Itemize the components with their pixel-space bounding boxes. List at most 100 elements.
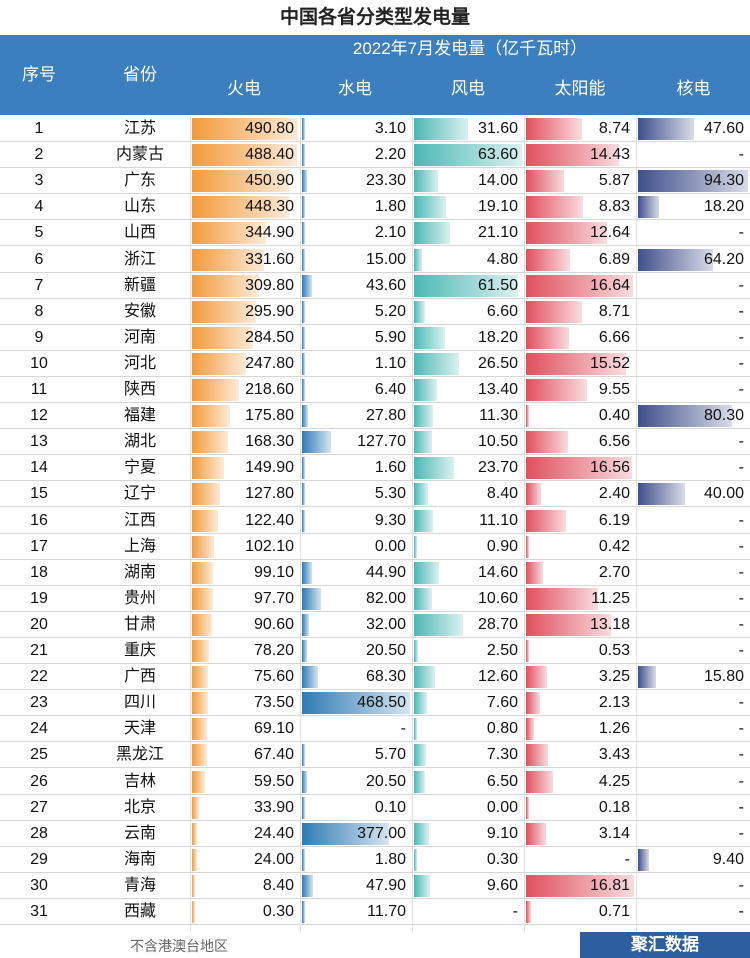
solar-bar	[526, 535, 529, 558]
nuclear-value: -	[738, 798, 744, 816]
hydro-bar	[302, 405, 309, 428]
nuclear-value: 15.80	[703, 668, 744, 686]
solar-bar	[526, 248, 571, 271]
hydro-bar	[302, 326, 305, 349]
thermal-bar	[192, 483, 220, 506]
hydro-value: 44.90	[365, 563, 406, 581]
nuclear-value: -	[738, 224, 744, 242]
thermal-bar	[192, 379, 240, 401]
row-index: 16	[30, 511, 48, 529]
row-index: 9	[34, 328, 44, 346]
nuclear-bar	[638, 666, 657, 689]
column-divider	[412, 116, 413, 931]
wind-value: 14.60	[477, 563, 518, 581]
province-name: 陕西	[123, 381, 156, 398]
wind-value: 61.50	[477, 276, 518, 294]
hydro-bar	[302, 822, 389, 845]
wind-bar	[414, 822, 430, 845]
solar-value: 0.53	[598, 642, 630, 659]
hydro-value: 27.80	[365, 407, 406, 425]
wind-value: 19.10	[477, 198, 518, 216]
thermal-bar	[192, 796, 200, 819]
hydro-value: 0.10	[374, 798, 406, 816]
thermal-bar	[192, 326, 254, 349]
solar-value: 8.74	[598, 120, 630, 137]
solar-bar	[526, 692, 540, 715]
wind-value: 4.80	[486, 250, 518, 268]
solar-value: 0.71	[598, 903, 630, 920]
header-province: 省份	[123, 65, 157, 84]
province-name: 青海	[123, 876, 156, 894]
province-name: 湖南	[123, 563, 156, 581]
nuclear-value: -	[738, 642, 744, 659]
hydro-value: 43.60	[365, 276, 406, 294]
solar-value: 12.64	[589, 224, 630, 242]
row-index: 25	[30, 746, 48, 764]
wind-bar	[414, 222, 450, 245]
hydro-bar	[302, 692, 410, 715]
row-index: 15	[30, 485, 48, 503]
nuclear-bar	[638, 170, 748, 193]
thermal-value: 102.10	[245, 537, 294, 555]
table-row: 4 山东 448.30 1.80 19.10 8.83 18.20	[0, 194, 750, 221]
hydro-bar	[302, 587, 321, 610]
table-row: 13 湖北 168.30 127.70 10.50 6.56 -	[0, 429, 750, 456]
hydro-value: 47.90	[365, 876, 406, 894]
hydro-value: 127.70	[357, 433, 406, 451]
wind-value: 7.30	[486, 746, 518, 764]
thermal-bar	[192, 457, 225, 480]
solar-value: 6.66	[598, 328, 630, 346]
wind-value: 14.00	[477, 172, 518, 190]
solar-value: 14.43	[589, 146, 630, 164]
row-index: 26	[30, 772, 48, 790]
row-index: 14	[30, 459, 48, 477]
row-index: 20	[30, 615, 48, 633]
province-name: 吉林	[123, 772, 156, 790]
wind-bar	[414, 587, 432, 610]
thermal-value: 99.10	[253, 563, 294, 581]
hydro-bar	[302, 196, 305, 219]
hydro-bar	[302, 744, 305, 767]
hydro-bar	[302, 248, 306, 271]
table-row: 10 河北 247.80 1.10 26.50 15.52 -	[0, 351, 750, 377]
province-name: 山东	[123, 198, 156, 216]
thermal-value: 218.60	[245, 381, 294, 398]
row-index: 13	[30, 433, 48, 451]
column-divider	[190, 116, 191, 931]
province-name: 海南	[123, 850, 156, 868]
nuclear-value: 9.40	[712, 850, 744, 868]
wind-bar	[414, 405, 434, 428]
nuclear-bar	[638, 848, 649, 871]
thermal-bar	[192, 274, 259, 297]
province-name: 辽宁	[123, 485, 156, 503]
wind-value: 6.50	[486, 772, 518, 790]
thermal-value: 59.50	[253, 772, 294, 790]
row-index: 10	[30, 354, 48, 372]
nuclear-value: 47.60	[703, 120, 744, 137]
solar-bar	[526, 483, 542, 506]
row-index: 27	[30, 798, 48, 816]
thermal-bar	[192, 770, 205, 793]
row-index: 30	[30, 876, 48, 894]
solar-bar	[526, 822, 547, 845]
table-row: 7 新疆 309.80 43.60 61.50 16.64 -	[0, 273, 750, 299]
solar-value: 3.43	[598, 746, 630, 764]
footer: 不含港澳台地区 聚汇数据	[0, 932, 750, 958]
row-index: 7	[34, 276, 44, 294]
thermal-value: 97.70	[253, 589, 294, 607]
row-index: 19	[30, 589, 48, 607]
hydro-bar	[302, 901, 305, 923]
row-index: 17	[30, 537, 48, 555]
wind-value: 11.30	[479, 407, 518, 425]
solar-bar	[526, 274, 633, 297]
nuclear-value: -	[738, 772, 744, 790]
wind-value: -	[512, 903, 518, 920]
thermal-bar	[192, 431, 229, 454]
table-row: 16 江西 122.40 9.30 11.10 6.19 -	[0, 508, 750, 534]
wind-value: 31.60	[477, 120, 518, 137]
nuclear-value: -	[738, 903, 744, 920]
table-row: 12 福建 175.80 27.80 11.30 0.40 80.30	[0, 403, 750, 430]
solar-bar	[526, 457, 633, 480]
thermal-bar	[192, 170, 290, 193]
thermal-bar	[192, 744, 207, 767]
